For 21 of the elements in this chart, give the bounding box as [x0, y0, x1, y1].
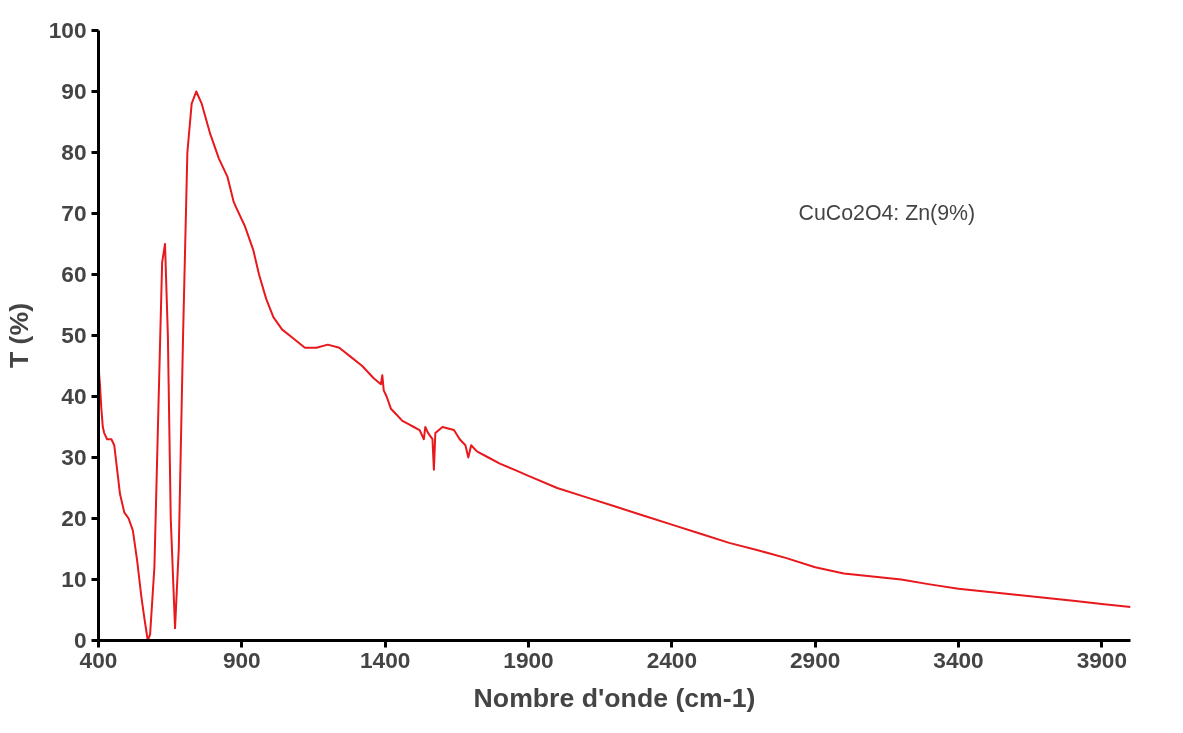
y-tick-label: 100 [48, 17, 87, 43]
y-tick-label: 10 [61, 566, 87, 592]
x-tick-label: 1400 [359, 646, 411, 673]
y-tick-label: 20 [61, 505, 87, 531]
y-tick-label: 70 [61, 200, 87, 226]
x-tick-label: 1900 [503, 646, 554, 673]
y-tick-label: 30 [61, 444, 87, 470]
y-tick-label: 90 [61, 78, 87, 104]
x-tick-label: 3900 [1076, 646, 1128, 673]
x-tick-label: 3400 [933, 646, 984, 673]
x-axis-title: Nombre d'onde (cm-1) [473, 682, 756, 713]
y-tick-label: 0 [73, 627, 87, 653]
y-tick-label: 60 [61, 261, 87, 287]
y-tick-label: 40 [61, 383, 87, 409]
y-axis-title: T (%) [3, 302, 34, 369]
y-tick-label: 50 [61, 322, 87, 348]
annotation: CuCo2O4: Zn(9%) [798, 200, 976, 225]
x-tick-label: 900 [222, 646, 261, 673]
y-tick-label: 80 [61, 139, 87, 165]
x-tick-label: 2900 [789, 646, 841, 673]
x-tick-label: 2400 [646, 646, 698, 673]
